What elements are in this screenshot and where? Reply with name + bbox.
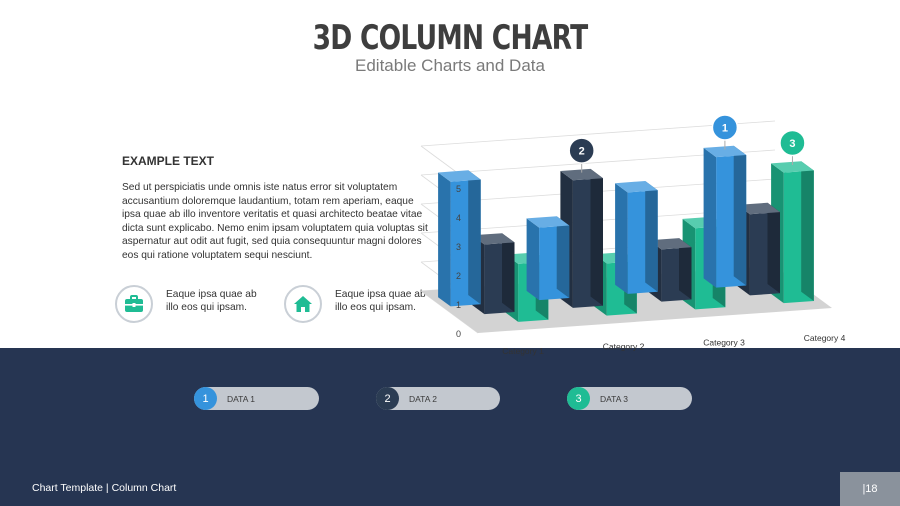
callout-marker	[779, 129, 806, 157]
bar	[526, 216, 570, 301]
y-tick-label: 5	[456, 184, 461, 194]
home-icon	[294, 296, 312, 312]
x-tick-label: Category 4	[804, 333, 846, 343]
legend-item-data1: 1 DATA 1	[194, 387, 319, 410]
bar	[471, 233, 515, 315]
gridline	[420, 178, 776, 205]
gridline	[420, 236, 776, 263]
gridline	[420, 149, 776, 176]
bar	[438, 170, 481, 307]
gridline	[420, 207, 776, 234]
bar	[505, 252, 549, 322]
feature-text: Eaque ipsa quae ab illo eos qui ipsam.	[335, 289, 426, 313]
background-band	[0, 348, 900, 506]
callout-label: 2	[579, 146, 585, 158]
callout-marker	[711, 114, 739, 141]
callout-label: 3	[789, 138, 795, 150]
x-tick-label: Category 3	[703, 337, 745, 347]
feature-item: Eaque ipsa quae ab illo eos qui ipsam.	[284, 285, 435, 323]
page-number: |18	[840, 472, 900, 506]
bar	[594, 252, 637, 316]
footer-text: Chart Template | Column Chart	[32, 482, 177, 494]
legend-number: 1	[194, 387, 217, 410]
feature-icon-circle	[115, 285, 153, 323]
feature-icon-circle	[284, 285, 322, 323]
bar	[703, 145, 747, 288]
bar	[737, 202, 780, 296]
chart-floor	[421, 266, 832, 333]
y-tick-label: 1	[456, 300, 461, 310]
bar	[560, 168, 603, 308]
y-tick-label: 2	[456, 271, 461, 281]
bar	[771, 161, 814, 304]
feature-item: Eaque ipsa quae ab illo eos qui ipsam.	[115, 285, 266, 323]
legend-label: DATA 1	[227, 393, 256, 404]
legend-label: DATA 3	[600, 393, 629, 404]
gridline	[420, 120, 776, 147]
example-heading: EXAMPLE TEXT	[122, 154, 215, 168]
page-title: 3D COLUMN CHART	[312, 18, 589, 58]
gridline	[420, 265, 776, 292]
y-tick-label: 3	[456, 242, 461, 252]
legend-number: 3	[567, 387, 590, 410]
feature-text: Eaque ipsa quae ab illo eos qui ipsam.	[166, 289, 257, 313]
legend-label: DATA 2	[409, 393, 438, 404]
bar	[682, 216, 726, 310]
callout-marker	[568, 137, 595, 164]
briefcase-icon	[125, 295, 143, 312]
legend-item-data2: 2 DATA 2	[376, 387, 500, 410]
legend-item-data3: 3 DATA 3	[567, 387, 692, 410]
y-tick-label: 0	[456, 329, 461, 339]
page-subtitle: Editable Charts and Data	[355, 56, 545, 75]
y-tick-label: 4	[456, 213, 461, 223]
example-body: Sed ut perspiciatis unde omnis iste natu…	[122, 182, 428, 261]
bar	[648, 238, 692, 302]
bar	[615, 181, 658, 294]
callout-label: 1	[722, 122, 728, 134]
legend-number: 2	[376, 387, 399, 410]
